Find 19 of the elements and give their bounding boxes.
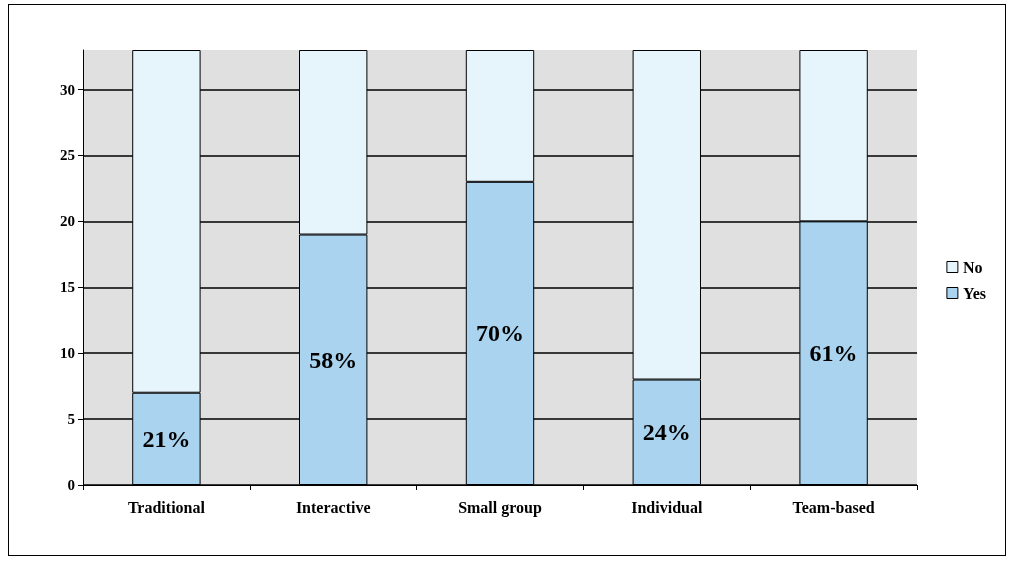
y-tick-label: 5 bbox=[67, 411, 75, 428]
y-tick-label: 0 bbox=[67, 477, 75, 493]
y-tick-label: 30 bbox=[60, 81, 75, 98]
y-tick-label: 25 bbox=[60, 147, 75, 164]
annotation: 70% bbox=[476, 320, 524, 347]
x-tick-label: Individual bbox=[631, 498, 703, 516]
annotation: 24% bbox=[642, 419, 691, 446]
x-tick-label: Team-based bbox=[792, 498, 875, 516]
annotation: 61% bbox=[809, 340, 858, 367]
y-tick-label: 10 bbox=[60, 345, 75, 362]
y-tick-label: 15 bbox=[60, 279, 75, 296]
legend-label: No bbox=[962, 258, 983, 276]
x-tick-label: Interactive bbox=[295, 498, 371, 516]
annotation: 58% bbox=[309, 346, 358, 373]
x-tick-label: Traditional bbox=[127, 498, 206, 516]
x-tick-label: Small group bbox=[458, 498, 542, 517]
y-tick-label: 20 bbox=[60, 213, 75, 230]
legend-label: Yes bbox=[962, 284, 986, 302]
annotation: 21% bbox=[142, 425, 191, 452]
